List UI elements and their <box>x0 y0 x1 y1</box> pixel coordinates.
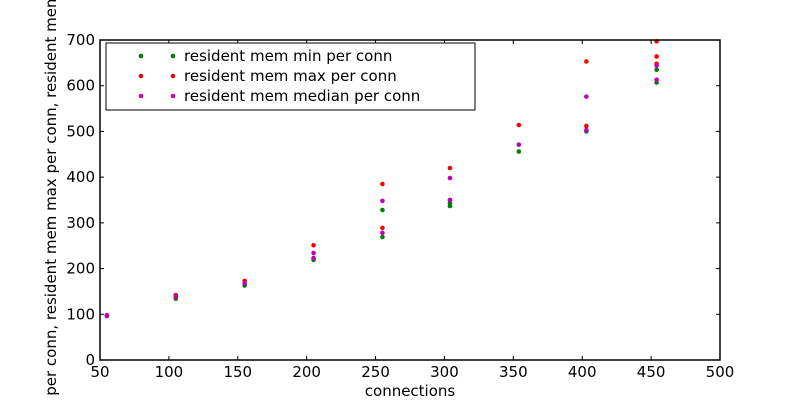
legend-box <box>105 42 476 111</box>
data-point <box>173 294 179 300</box>
data-point <box>380 230 385 236</box>
data-point <box>516 122 522 128</box>
x-tick-label: 50 <box>90 363 109 381</box>
legend-label: resident mem median per conn <box>184 87 420 105</box>
data-point <box>447 175 453 181</box>
x-axis-label: connections <box>365 382 456 400</box>
y-tick-label: 0 <box>85 351 95 369</box>
x-tick-label: 200 <box>292 363 321 381</box>
legend-item: resident mem max per conn <box>138 67 397 85</box>
data-point <box>380 225 385 231</box>
data-point <box>447 203 453 209</box>
data-point <box>380 181 385 187</box>
data-point <box>311 255 316 261</box>
y-tick-label: 200 <box>66 260 95 278</box>
legend-item: resident mem median per conn <box>138 87 420 105</box>
x-tick-label: 300 <box>430 363 459 381</box>
data-point <box>311 250 316 256</box>
x-tick-label: 400 <box>568 363 597 381</box>
x-tick-label: 450 <box>637 363 666 381</box>
data-point <box>380 198 385 204</box>
series-2 <box>104 63 659 318</box>
legend-marker <box>170 93 176 99</box>
legend-marker <box>138 53 144 59</box>
legend-marker <box>170 53 176 59</box>
data-point <box>584 127 589 133</box>
y-tick-label: 700 <box>66 31 95 49</box>
data-point <box>654 67 659 73</box>
data-point <box>584 59 589 64</box>
y-tick-label: 600 <box>66 77 95 95</box>
data-point <box>516 142 522 147</box>
data-point <box>311 242 316 248</box>
legend-marker <box>138 93 144 99</box>
x-tick-label: 100 <box>155 363 184 381</box>
plot-frame <box>99 39 721 361</box>
data-point <box>584 94 589 99</box>
data-point <box>242 280 247 286</box>
data-point <box>654 63 659 68</box>
data-point <box>584 123 589 129</box>
data-point <box>654 77 659 83</box>
y-tick-label: 400 <box>66 168 95 186</box>
x-tick-label: 250 <box>361 363 390 381</box>
y-tick-label: 300 <box>66 214 95 232</box>
data-point <box>654 54 659 59</box>
x-tick-label: 150 <box>223 363 252 381</box>
data-point <box>516 149 522 154</box>
legend-marker <box>138 73 144 79</box>
x-tick-label: 500 <box>706 363 735 381</box>
data-point <box>104 313 110 318</box>
legend-item: resident mem min per conn <box>138 47 392 65</box>
legend-label: resident mem max per conn <box>184 67 397 85</box>
y-tick-label: 100 <box>66 305 95 323</box>
data-point <box>447 165 453 171</box>
y-axis-label: resident mem min per conn, resident mem … <box>42 0 60 400</box>
legend-label: resident mem min per conn <box>184 47 392 65</box>
y-tick-label: 500 <box>66 122 95 140</box>
x-tick-label: 350 <box>499 363 528 381</box>
data-point <box>380 207 385 213</box>
data-point <box>447 197 453 203</box>
data-point <box>380 234 385 240</box>
legend: resident mem min per conn resident mem ma… <box>105 42 476 111</box>
legend-marker <box>170 73 176 79</box>
